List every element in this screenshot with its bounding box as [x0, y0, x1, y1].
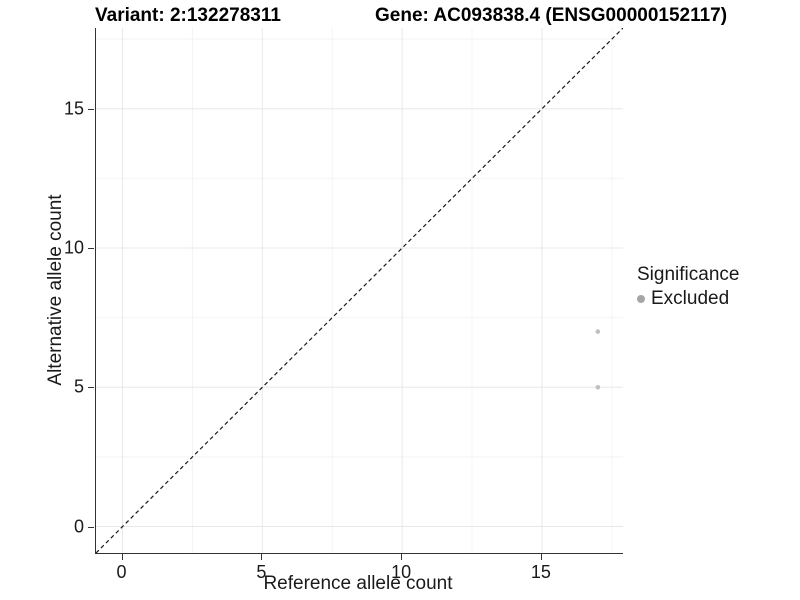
- y-tick-mark: [88, 248, 94, 250]
- legend: Significance Excluded: [637, 264, 739, 310]
- legend-entry-label: Excluded: [651, 288, 730, 309]
- identity-dashed-line: [96, 28, 623, 553]
- y-tick-label: 10: [63, 237, 84, 258]
- plot-title-variant: Variant: 2:132278311: [95, 5, 281, 26]
- x-tick-label: 15: [530, 562, 551, 582]
- x-tick-mark: [540, 554, 542, 560]
- x-tick-mark: [401, 554, 403, 560]
- x-tick-label: 5: [256, 562, 267, 582]
- plot-title-gene: Gene: AC093838.4 (ENSG00000152117): [375, 5, 728, 26]
- legend-title: Significance: [637, 264, 740, 285]
- x-axis-label: Reference allele count: [263, 573, 453, 594]
- x-tick-label: 10: [391, 562, 412, 582]
- legend-key-dot-icon: [637, 295, 645, 303]
- y-tick-mark: [88, 526, 94, 528]
- y-tick-mark: [88, 387, 94, 389]
- x-tick-mark: [261, 554, 263, 560]
- plot-panel: [95, 28, 623, 554]
- legend-entry-excluded: Excluded: [637, 288, 739, 310]
- y-tick-label: 15: [63, 98, 84, 119]
- plot-canvas: [96, 28, 623, 553]
- x-tick-mark: [121, 554, 123, 560]
- data-point: [595, 384, 601, 390]
- y-tick-label: 5: [73, 376, 84, 397]
- y-tick-label: 0: [73, 516, 84, 537]
- data-point: [595, 329, 601, 334]
- y-tick-mark: [88, 108, 94, 110]
- y-axis-label: Alternative allele count: [45, 194, 66, 386]
- x-tick-label: 0: [116, 562, 127, 582]
